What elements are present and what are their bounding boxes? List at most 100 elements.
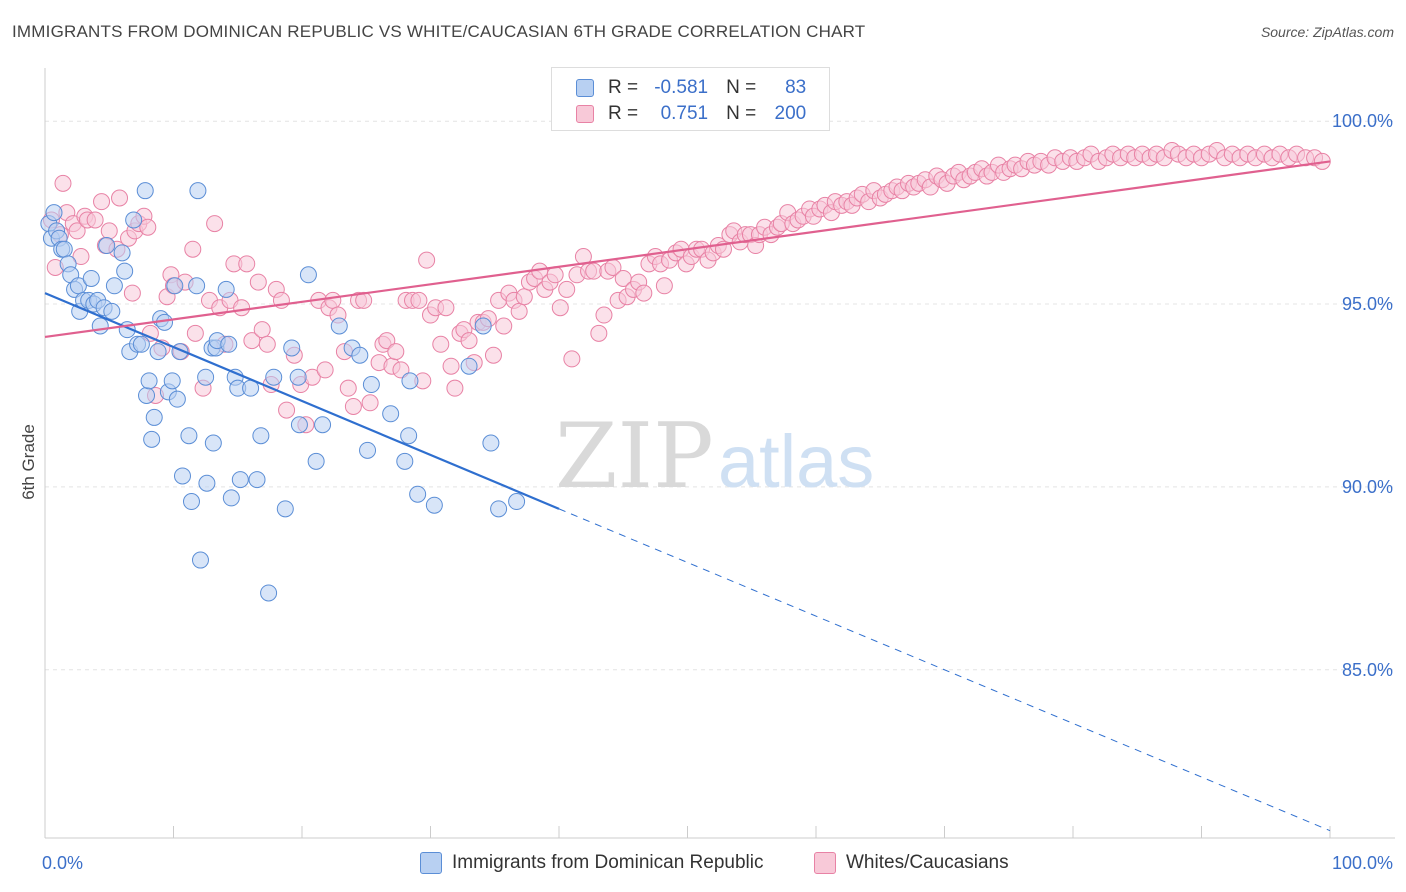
data-point-dominican <box>138 386 156 404</box>
dominican-points <box>40 182 526 602</box>
legend-item-label: Immigrants from Dominican Republic <box>452 852 764 873</box>
data-point-whites <box>410 291 428 309</box>
legend-swatch-pink <box>576 105 594 123</box>
data-point-whites <box>563 350 581 368</box>
data-point-dominican <box>362 376 380 394</box>
data-point-dominican <box>143 430 161 448</box>
data-point-whites <box>558 280 576 298</box>
data-point-dominican <box>82 269 100 287</box>
data-point-dominican <box>182 493 200 511</box>
data-point-dominican <box>260 584 278 602</box>
data-point-dominican <box>204 434 222 452</box>
data-point-whites <box>378 332 396 350</box>
data-point-dominican <box>220 335 238 353</box>
data-point-whites <box>590 324 608 342</box>
legend-item-label: Whites/Caucasians <box>846 852 1009 873</box>
axes <box>44 68 1395 839</box>
y-axis-label: 6th Grade <box>19 424 38 500</box>
data-point-whites <box>361 394 379 412</box>
y-tick-label: 95.0% <box>1342 294 1393 314</box>
data-point-dominican <box>132 335 150 353</box>
data-point-dominican <box>265 368 283 386</box>
x-tick-labels: 0.0% 100.0% <box>42 853 1393 873</box>
data-point-whites <box>316 361 334 379</box>
data-point-dominican <box>314 416 332 434</box>
data-point-whites <box>595 306 613 324</box>
data-point-whites <box>515 288 533 306</box>
data-point-dominican <box>198 474 216 492</box>
data-point-dominican <box>359 441 377 459</box>
data-point-whites <box>258 335 276 353</box>
data-point-dominican <box>401 372 419 390</box>
legend-n-value: 83 <box>785 77 807 98</box>
data-point-dominican <box>116 262 134 280</box>
data-point-dominican <box>168 390 186 408</box>
data-point-dominican <box>173 467 191 485</box>
data-point-dominican <box>307 452 325 470</box>
data-point-dominican <box>474 317 492 335</box>
data-point-whites <box>68 222 86 240</box>
data-point-dominican <box>91 317 109 335</box>
legend-row-whites: R = 0.751 N = 200 <box>576 102 806 126</box>
data-point-whites <box>111 189 129 207</box>
data-point-dominican <box>290 416 308 434</box>
legend-n-label: N = <box>726 103 757 124</box>
legend-r-value: 0.751 <box>660 103 709 124</box>
data-point-dominican <box>231 471 249 489</box>
y-tick-label: 90.0% <box>1342 477 1393 497</box>
data-point-whites <box>93 193 111 211</box>
stats-legend: R = -0.581 N = 83 R = 0.751 N = 200 <box>551 67 830 131</box>
chart-source: Source: ZipAtlas.com <box>1260 24 1394 40</box>
data-point-whites <box>123 284 141 302</box>
legend-swatch-blue <box>420 852 442 874</box>
data-point-whites <box>635 284 653 302</box>
legend-item-whites[interactable]: Whites/Caucasians <box>814 852 1009 874</box>
legend-n-label: N = <box>726 77 757 98</box>
data-point-whites <box>484 346 502 364</box>
trend-line-whites <box>44 160 1331 339</box>
data-point-whites <box>233 299 251 317</box>
trend-line-dominican <box>44 292 560 510</box>
data-point-whites <box>437 299 455 317</box>
data-point-dominican <box>330 317 348 335</box>
chart-title: IMMIGRANTS FROM DOMINICAN REPUBLIC VS WH… <box>12 22 866 41</box>
data-point-dominican <box>283 339 301 357</box>
data-point-dominican <box>490 500 508 518</box>
data-point-whites <box>446 379 464 397</box>
data-point-dominican <box>222 489 240 507</box>
data-point-dominican <box>396 452 414 470</box>
y-tick-labels: 85.0% 90.0% 95.0% 100.0% <box>1332 111 1393 680</box>
data-point-whites <box>206 215 224 233</box>
data-point-whites <box>655 277 673 295</box>
series-legend: Immigrants from Dominican Republic White… <box>0 852 1406 878</box>
legend-row-dominican: R = -0.581 N = 83 <box>576 76 806 100</box>
data-point-dominican <box>409 485 427 503</box>
data-point-dominican <box>163 372 181 390</box>
data-point-dominican <box>103 302 121 320</box>
data-point-dominican <box>197 368 215 386</box>
data-point-dominican <box>248 471 266 489</box>
data-point-whites <box>186 324 204 342</box>
data-point-dominican <box>351 346 369 364</box>
data-point-whites <box>54 174 72 192</box>
data-point-whites <box>585 262 603 280</box>
data-point-dominican <box>382 405 400 423</box>
data-point-dominican <box>149 343 167 361</box>
data-point-whites <box>432 335 450 353</box>
data-point-dominican <box>166 277 184 295</box>
data-point-dominican <box>191 551 209 569</box>
data-point-whites <box>418 251 436 269</box>
legend-item-dominican[interactable]: Immigrants from Dominican Republic <box>420 852 764 874</box>
legend-r-value: -0.581 <box>654 77 709 98</box>
legend-r-label: R = <box>608 77 639 98</box>
trend-line-dominican-extrapolated <box>558 508 1331 832</box>
data-point-dominican <box>299 266 317 284</box>
data-point-dominican <box>217 280 235 298</box>
data-point-whites <box>387 343 405 361</box>
data-point-whites <box>238 255 256 273</box>
data-point-whites <box>72 248 90 266</box>
y-tick-label: 85.0% <box>1342 660 1393 680</box>
data-point-whites <box>460 332 478 350</box>
data-point-dominican <box>55 240 73 258</box>
data-point-dominican <box>45 204 63 222</box>
